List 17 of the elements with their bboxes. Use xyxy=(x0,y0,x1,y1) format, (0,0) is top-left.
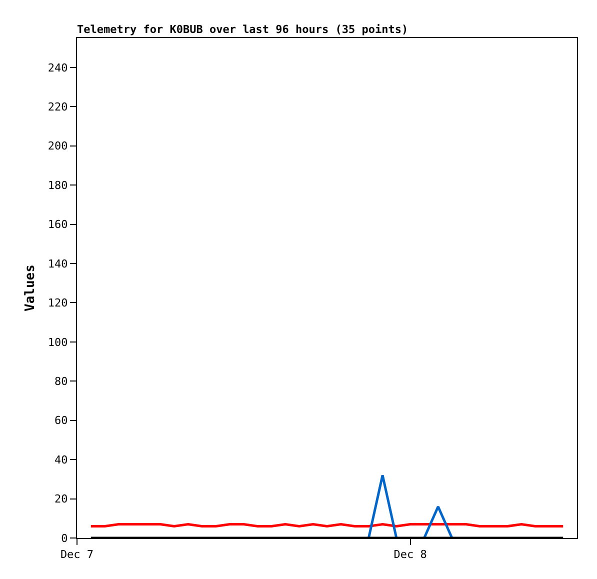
y-tick-label: 240 xyxy=(48,61,68,74)
y-tick-label: 160 xyxy=(48,218,68,232)
chart-title: Telemetry for K0BUB over last 96 hours (35 points) xyxy=(77,23,408,36)
y-tick-label: 80 xyxy=(54,374,68,388)
x-tick-label: Dec 8 xyxy=(394,548,427,562)
y-tick-label: 200 xyxy=(48,140,68,153)
y-tick-label: 140 xyxy=(48,257,68,270)
y-tick-label: 20 xyxy=(54,492,68,506)
y-tick-label: 120 xyxy=(48,296,68,310)
y-tick-label: 0 xyxy=(61,532,68,545)
y-tick-label: 60 xyxy=(54,414,68,428)
y-tick-label: 40 xyxy=(54,453,68,466)
y-tick-label: 220 xyxy=(48,100,68,114)
y-tick-label: 180 xyxy=(48,178,68,192)
x-tick-label: Dec 7 xyxy=(60,548,94,562)
y-axis-title: Values xyxy=(22,264,38,312)
y-tick-label: 100 xyxy=(48,336,68,349)
